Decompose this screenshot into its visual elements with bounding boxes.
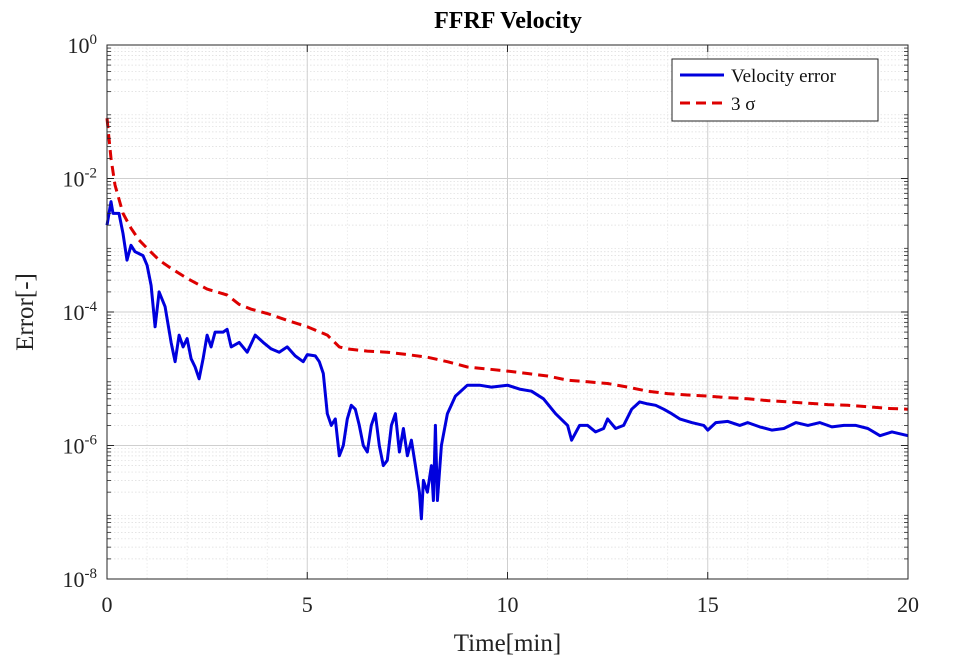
- y-axis-label: Error[-]: [12, 273, 39, 351]
- x-tick-label: 0: [102, 592, 113, 617]
- x-axis-label: Time[min]: [454, 630, 561, 657]
- series-layer: [105, 118, 909, 521]
- x-tick-label: 10: [497, 592, 519, 617]
- x-tick-label: 5: [302, 592, 313, 617]
- chart-title: FFRF Velocity: [434, 8, 582, 34]
- y-tick-label: 10-8: [63, 566, 98, 592]
- y-tick-label: 10-6: [63, 433, 98, 459]
- axis-ticks: [106, 44, 909, 580]
- x-tick-labels: 0 5 10 15 20: [102, 592, 920, 617]
- series-3-sigma-line: [105, 118, 909, 411]
- series-velocity-error-line: [105, 200, 909, 521]
- y-tick-label: 10-4: [63, 299, 98, 325]
- legend-box: [671, 58, 879, 122]
- legend-label-3-sigma: 3 σ: [731, 94, 756, 115]
- legend: Velocity error 3 σ: [671, 58, 879, 122]
- x-tick-label: 20: [897, 592, 919, 617]
- x-tick-label: 15: [697, 592, 719, 617]
- y-tick-labels: 100 10-2 10-4 10-6 10-8: [63, 32, 98, 592]
- y-tick-label: 100: [68, 32, 98, 58]
- legend-label-velocity-error: Velocity error: [731, 66, 837, 87]
- y-tick-label: 10-2: [63, 166, 98, 192]
